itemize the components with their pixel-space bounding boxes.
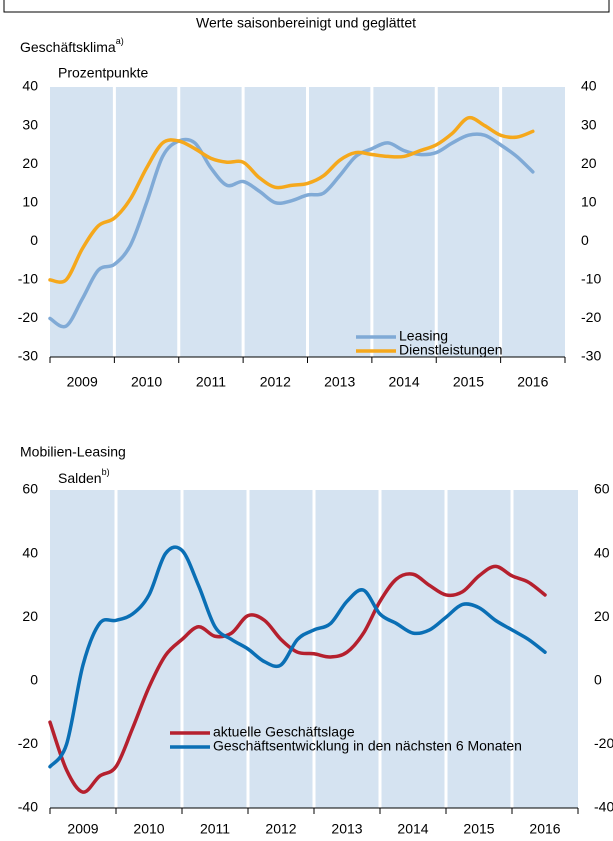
legend-label: Leasing xyxy=(399,328,448,344)
legend-label: aktuelle Geschäftslage xyxy=(213,724,355,740)
series-line xyxy=(48,564,547,794)
legend-label: Geschäftsentwicklung in den nächsten 6 M… xyxy=(213,738,522,754)
panel-title-text: Geschäftsklima xyxy=(20,39,116,55)
y-tick-label: 30 xyxy=(22,116,38,132)
page-title: Werte saisonbereinigt und geglättet xyxy=(196,15,416,31)
y-tick-label: 40 xyxy=(22,78,38,94)
footnote-mark: b) xyxy=(102,467,110,477)
y-tick-label: -30 xyxy=(18,348,38,364)
y2-tick-label: 40 xyxy=(581,78,597,94)
x-tick-label: 2011 xyxy=(200,821,230,837)
y2-tick-label: 20 xyxy=(594,608,610,624)
series-line xyxy=(48,115,535,284)
y2-tick-label: 10 xyxy=(581,193,597,209)
y-tick-label: 0 xyxy=(30,672,38,688)
y2-tick-label: -20 xyxy=(581,309,601,325)
y2-tick-label: -30 xyxy=(581,348,601,364)
x-tick-label: 2012 xyxy=(260,374,291,390)
x-tick-label: 2012 xyxy=(265,821,296,837)
footnote-mark: a) xyxy=(116,36,124,46)
y-tick-label: 60 xyxy=(22,481,38,497)
panel-title: Geschäftsklimaa) xyxy=(20,36,124,54)
y2-tick-label: -20 xyxy=(594,735,613,751)
y-tick-label: -20 xyxy=(18,735,38,751)
x-tick-label: 2009 xyxy=(67,821,98,837)
x-tick-label: 2013 xyxy=(324,374,355,390)
x-tick-label: 2014 xyxy=(388,374,419,390)
x-tick-label: 2015 xyxy=(463,821,494,837)
x-tick-label: 2016 xyxy=(529,821,560,837)
panel-title: Mobilien-Leasing xyxy=(20,444,126,460)
y-tick-label: -40 xyxy=(18,799,38,815)
x-tick-label: 2016 xyxy=(517,374,548,390)
y-tick-label: 20 xyxy=(22,155,38,171)
x-tick-label: 2010 xyxy=(131,374,162,390)
y-tick-label: -20 xyxy=(18,309,38,325)
frame xyxy=(3,0,610,13)
y-tick-label: 20 xyxy=(22,608,38,624)
y2-tick-label: 20 xyxy=(581,155,597,171)
y-axis-label: Saldenb) xyxy=(58,467,110,485)
x-tick-label: 2011 xyxy=(196,374,226,390)
y2-tick-label: -40 xyxy=(594,799,613,815)
x-tick-label: 2015 xyxy=(453,374,484,390)
y-axis-label: Prozentpunkte xyxy=(58,65,148,81)
x-tick-label: 2009 xyxy=(67,374,98,390)
y-axis-label-text: Salden xyxy=(58,470,102,486)
y2-tick-label: 30 xyxy=(581,116,597,132)
y2-tick-label: 60 xyxy=(594,481,610,497)
y2-tick-label: 0 xyxy=(594,672,602,688)
legend-label: Dienstleistungen xyxy=(399,342,503,358)
x-tick-label: 2013 xyxy=(331,821,362,837)
y2-tick-label: 40 xyxy=(594,544,610,560)
y-tick-label: 0 xyxy=(30,232,38,248)
series-line xyxy=(48,545,547,769)
y-tick-label: 40 xyxy=(22,544,38,560)
y2-tick-label: -10 xyxy=(581,271,601,287)
x-tick-label: 2010 xyxy=(133,821,164,837)
x-tick-label: 2014 xyxy=(397,821,428,837)
series-line xyxy=(48,132,535,329)
y2-tick-label: 0 xyxy=(581,232,589,248)
y-tick-label: -10 xyxy=(18,271,38,287)
y-tick-label: 10 xyxy=(22,193,38,209)
